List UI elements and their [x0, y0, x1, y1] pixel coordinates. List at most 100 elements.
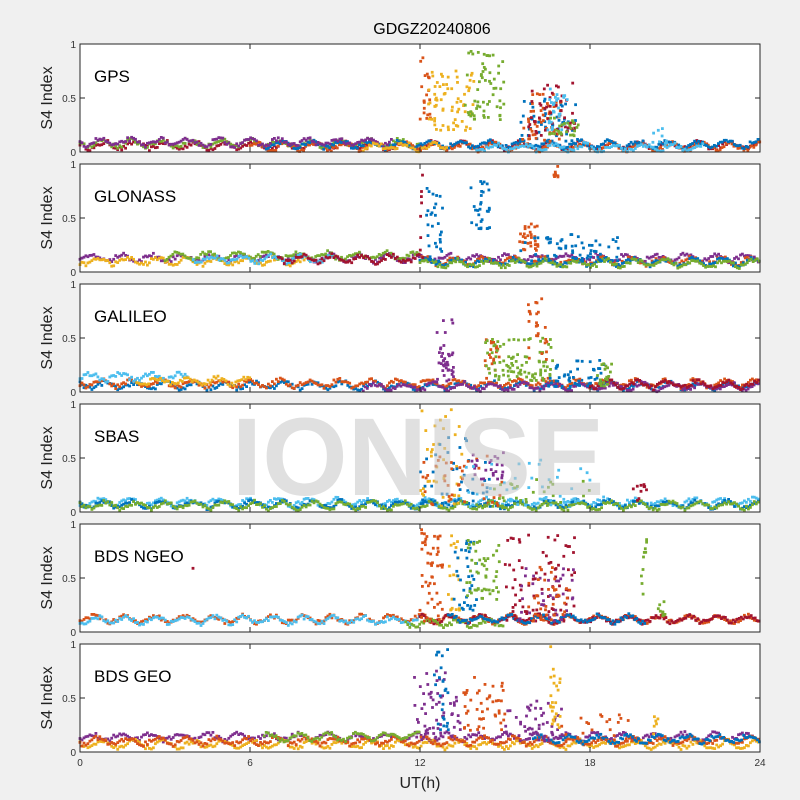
- data-point: [546, 128, 550, 132]
- data-point: [520, 144, 524, 148]
- data-point: [609, 260, 612, 264]
- data-point: [497, 261, 501, 265]
- data-point: [434, 213, 437, 217]
- data-point: [739, 253, 742, 257]
- data-point: [122, 381, 125, 385]
- data-point: [618, 143, 621, 147]
- data-point: [530, 144, 534, 148]
- data-point: [713, 388, 717, 392]
- data-point: [592, 387, 596, 391]
- data-point: [318, 142, 322, 146]
- data-point: [128, 378, 131, 381]
- data-point: [332, 256, 336, 259]
- data-point: [514, 141, 518, 144]
- data-point: [310, 382, 314, 386]
- data-point: [80, 383, 84, 386]
- data-point: [324, 255, 328, 259]
- data-point: [714, 265, 717, 269]
- data-point: [516, 139, 520, 143]
- data-point: [540, 142, 544, 146]
- data-point: [433, 123, 437, 127]
- data-point: [746, 387, 750, 391]
- data-point: [471, 103, 475, 106]
- data-point: [310, 139, 314, 143]
- data-point: [120, 145, 124, 149]
- data-point: [118, 372, 122, 376]
- data-point: [536, 381, 540, 385]
- data-point: [247, 497, 250, 501]
- data-point: [519, 258, 523, 262]
- data-point: [544, 112, 547, 115]
- data-point: [390, 500, 393, 504]
- data-point: [199, 253, 203, 256]
- data-point: [377, 142, 381, 146]
- data-point: [473, 99, 477, 103]
- data-point: [564, 246, 568, 250]
- data-point: [740, 146, 744, 150]
- data-point: [169, 383, 172, 387]
- data-point: [130, 375, 133, 379]
- data-point: [549, 120, 553, 124]
- data-point: [450, 318, 454, 322]
- data-point: [298, 502, 302, 506]
- data-point: [512, 387, 516, 391]
- data-point: [636, 259, 640, 262]
- data-point: [706, 264, 709, 268]
- data-point: [558, 382, 562, 386]
- data-point: [316, 381, 320, 385]
- data-point: [508, 386, 512, 389]
- data-point: [751, 382, 754, 386]
- data-point: [663, 144, 667, 148]
- data-point: [445, 386, 449, 389]
- data-point: [387, 146, 391, 150]
- data-point: [459, 383, 462, 386]
- data-point: [426, 258, 430, 261]
- data-point: [530, 89, 534, 93]
- data-point: [544, 360, 547, 364]
- data-point: [588, 243, 591, 247]
- data-point: [750, 385, 754, 388]
- data-point: [88, 254, 92, 257]
- data-point: [286, 257, 290, 261]
- data-point: [314, 382, 318, 385]
- data-point: [140, 261, 143, 265]
- data-point: [465, 85, 469, 89]
- data-point: [491, 53, 495, 57]
- data-point: [218, 379, 222, 382]
- data-point: [332, 497, 336, 501]
- data-point: [161, 498, 165, 502]
- data-point: [590, 387, 594, 390]
- data-point: [566, 500, 570, 503]
- data-point: [391, 143, 395, 147]
- data-point: [664, 258, 668, 262]
- data-point: [586, 144, 589, 147]
- data-point: [555, 134, 558, 138]
- data-point: [518, 145, 522, 148]
- data-point: [498, 118, 502, 121]
- data-point: [420, 195, 423, 198]
- data-point: [677, 256, 681, 260]
- data-point: [576, 123, 580, 127]
- data-point: [90, 259, 94, 262]
- data-point: [320, 142, 324, 146]
- data-point: [154, 140, 157, 144]
- data-point: [282, 381, 286, 384]
- data-point: [397, 257, 401, 260]
- data-point: [596, 382, 600, 386]
- data-point: [536, 244, 540, 248]
- data-point: [389, 146, 393, 149]
- data-point: [655, 500, 659, 504]
- data-point: [592, 368, 595, 371]
- data-point: [312, 498, 316, 501]
- data-point: [185, 501, 189, 505]
- data-point: [514, 379, 518, 383]
- data-point: [731, 380, 734, 383]
- data-point: [431, 143, 434, 146]
- data-point: [306, 497, 310, 500]
- data-point: [175, 254, 179, 258]
- data-point: [338, 140, 341, 144]
- data-point: [480, 190, 483, 193]
- data-point: [269, 259, 272, 263]
- data-point: [453, 386, 456, 389]
- data-point: [526, 258, 530, 261]
